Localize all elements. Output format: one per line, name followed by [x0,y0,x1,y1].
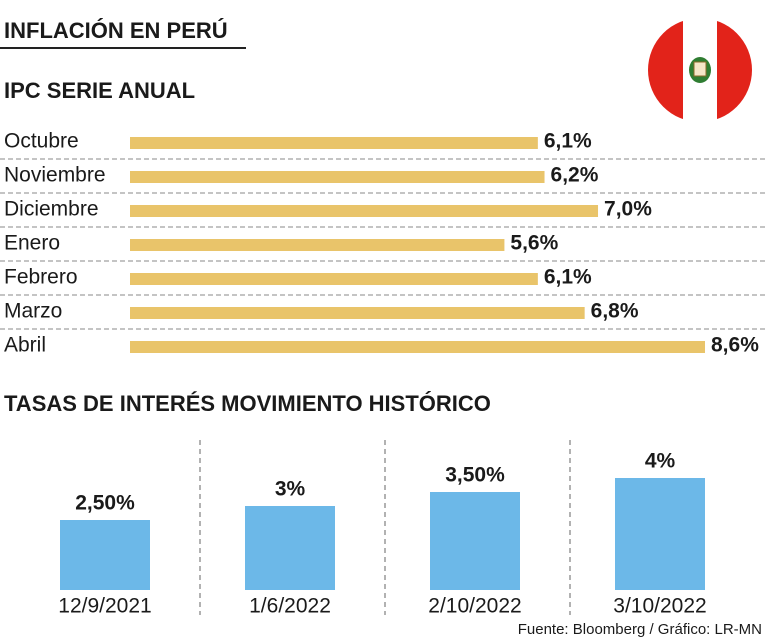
value-label: 3% [275,478,306,501]
category-label: Enero [4,232,60,255]
bar [130,239,505,251]
value-label: 5,6% [510,232,558,255]
chart-title: IPC SERIE ANUAL [4,78,195,103]
value-label: 3,50% [445,464,505,487]
category-label: Noviembre [4,164,106,187]
value-label: 6,1% [544,266,592,289]
value-label: 2,50% [75,492,135,515]
page-title: INFLACIÓN EN PERÚ [4,18,228,43]
category-label: Febrero [4,266,78,289]
value-label: 8,6% [711,334,759,357]
category-label: Marzo [4,300,62,323]
category-label: 1/6/2022 [249,595,331,618]
bar [615,478,705,590]
chart-title: TASAS DE INTERÉS MOVIMIENTO HISTÓRICO [4,391,491,416]
peru-flag [648,18,752,122]
category-label: Abril [4,334,46,357]
bar [245,506,335,590]
value-label: 7,0% [604,198,652,221]
value-label: 4% [645,450,676,473]
category-label: Octubre [4,130,79,153]
bar [130,273,538,285]
category-label: Diciembre [4,198,99,221]
value-label: 6,1% [544,130,592,153]
bar [130,341,705,353]
bar [130,171,545,183]
category-label: 3/10/2022 [613,595,706,618]
value-label: 6,2% [551,164,599,187]
category-label: 12/9/2021 [58,595,151,618]
bar [130,137,538,149]
category-label: 2/10/2022 [428,595,521,618]
bar [130,307,585,319]
value-label: 6,8% [591,300,639,323]
source: Fuente: Bloomberg / Gráfico: LR-MN [518,621,762,638]
bar [430,492,520,590]
bar [130,205,599,217]
bar [60,520,150,590]
